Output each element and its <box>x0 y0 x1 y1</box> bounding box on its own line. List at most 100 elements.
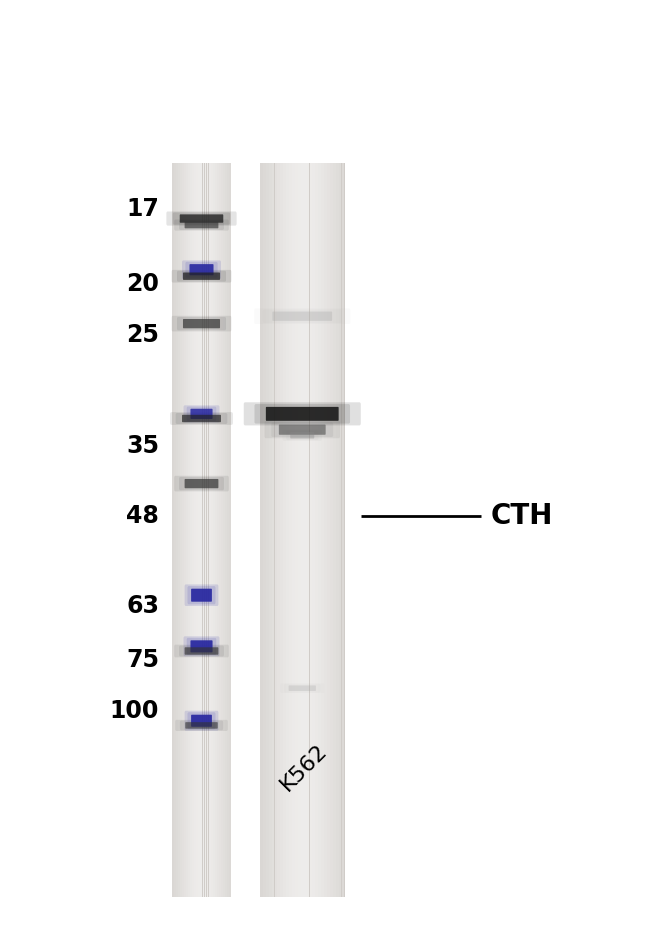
Bar <box>260 163 344 897</box>
Bar <box>174 163 176 897</box>
FancyBboxPatch shape <box>182 415 221 422</box>
FancyBboxPatch shape <box>183 636 220 657</box>
Text: 75: 75 <box>126 648 159 672</box>
Bar <box>321 163 324 897</box>
Bar <box>198 163 200 897</box>
FancyBboxPatch shape <box>180 721 223 730</box>
Bar <box>178 163 180 897</box>
Bar <box>295 163 298 897</box>
Bar <box>289 163 292 897</box>
FancyBboxPatch shape <box>254 309 350 324</box>
Bar <box>342 163 345 897</box>
Bar <box>318 163 321 897</box>
Bar <box>192 163 194 897</box>
FancyBboxPatch shape <box>179 645 224 657</box>
Bar <box>214 163 216 897</box>
FancyBboxPatch shape <box>174 219 229 231</box>
Bar <box>180 163 182 897</box>
FancyBboxPatch shape <box>174 476 229 491</box>
FancyBboxPatch shape <box>190 409 213 419</box>
Bar <box>274 163 278 897</box>
FancyBboxPatch shape <box>187 586 215 604</box>
Bar <box>333 163 335 897</box>
Text: K562: K562 <box>277 740 332 795</box>
Bar <box>205 163 207 897</box>
Bar <box>292 163 295 897</box>
FancyBboxPatch shape <box>266 407 339 420</box>
Bar <box>172 163 231 897</box>
FancyBboxPatch shape <box>185 723 218 729</box>
FancyBboxPatch shape <box>176 720 227 731</box>
Text: 25: 25 <box>126 323 159 347</box>
Bar <box>218 163 220 897</box>
FancyBboxPatch shape <box>185 647 218 655</box>
Bar <box>216 163 218 897</box>
Bar <box>278 163 280 897</box>
FancyBboxPatch shape <box>289 685 316 691</box>
Text: 63: 63 <box>126 594 159 618</box>
FancyBboxPatch shape <box>183 319 220 328</box>
Bar <box>187 163 188 897</box>
FancyBboxPatch shape <box>185 584 218 606</box>
FancyBboxPatch shape <box>272 422 333 437</box>
FancyBboxPatch shape <box>185 479 218 488</box>
FancyBboxPatch shape <box>263 310 342 323</box>
FancyBboxPatch shape <box>190 640 213 653</box>
Bar <box>231 163 233 897</box>
FancyBboxPatch shape <box>187 712 215 729</box>
FancyBboxPatch shape <box>191 715 212 727</box>
FancyBboxPatch shape <box>265 421 340 438</box>
Text: 48: 48 <box>126 504 159 528</box>
Bar <box>301 163 304 897</box>
FancyBboxPatch shape <box>283 430 322 441</box>
FancyBboxPatch shape <box>174 644 229 658</box>
FancyBboxPatch shape <box>185 221 218 229</box>
Bar <box>272 163 274 897</box>
Bar <box>263 163 266 897</box>
Bar <box>200 163 202 897</box>
FancyBboxPatch shape <box>183 272 220 280</box>
Bar <box>220 163 222 897</box>
Bar <box>172 163 174 897</box>
FancyBboxPatch shape <box>177 271 226 282</box>
Text: 17: 17 <box>126 197 159 221</box>
Bar <box>196 163 198 897</box>
FancyBboxPatch shape <box>179 215 224 223</box>
Bar <box>304 163 307 897</box>
Bar <box>324 163 327 897</box>
Bar <box>313 163 315 897</box>
Bar <box>190 163 192 897</box>
Bar <box>268 163 272 897</box>
Bar <box>330 163 333 897</box>
FancyBboxPatch shape <box>244 403 361 425</box>
Bar <box>211 163 213 897</box>
FancyBboxPatch shape <box>177 317 226 330</box>
Bar <box>188 163 190 897</box>
FancyBboxPatch shape <box>182 260 221 279</box>
Text: 35: 35 <box>126 434 159 458</box>
Bar <box>225 163 227 897</box>
Bar <box>344 163 347 897</box>
FancyBboxPatch shape <box>176 413 227 424</box>
Bar <box>213 163 214 897</box>
Bar <box>339 163 341 897</box>
Bar <box>207 163 209 897</box>
Text: CTH: CTH <box>491 502 553 530</box>
FancyBboxPatch shape <box>191 589 212 602</box>
FancyBboxPatch shape <box>190 264 213 275</box>
Bar <box>176 163 178 897</box>
Text: 100: 100 <box>110 699 159 724</box>
FancyBboxPatch shape <box>185 262 218 277</box>
FancyBboxPatch shape <box>290 432 315 439</box>
FancyBboxPatch shape <box>173 212 230 225</box>
Bar <box>336 163 339 897</box>
FancyBboxPatch shape <box>272 312 332 321</box>
Bar <box>185 163 187 897</box>
Bar <box>315 163 318 897</box>
FancyBboxPatch shape <box>179 220 224 230</box>
Bar <box>223 163 225 897</box>
Bar <box>266 163 268 897</box>
Bar <box>283 163 286 897</box>
Bar <box>203 163 205 897</box>
FancyBboxPatch shape <box>183 405 220 422</box>
